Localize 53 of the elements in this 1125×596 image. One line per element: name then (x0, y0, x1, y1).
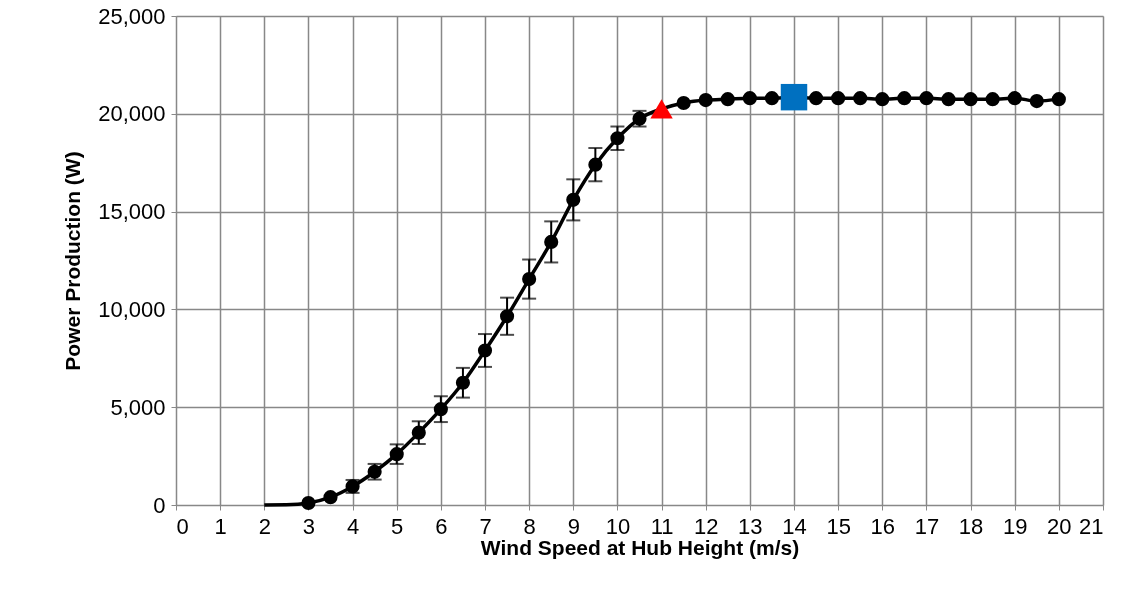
point (301, 495, 316, 511)
x-tick-label: 20 (1047, 513, 1072, 539)
point (610, 131, 625, 146)
point (1051, 92, 1066, 107)
y-tick-label: 10,000 (98, 296, 166, 322)
y-tick-label: 20,000 (98, 101, 166, 127)
point (588, 157, 603, 172)
point (764, 91, 779, 106)
x-tick-label: 19 (1002, 513, 1028, 539)
point (853, 91, 868, 106)
x-tick-label: 17 (914, 513, 940, 539)
point (963, 92, 978, 107)
x-tick-label: 15 (826, 513, 851, 539)
point (698, 93, 713, 108)
point (897, 91, 912, 106)
point (985, 92, 1000, 107)
point (455, 375, 470, 390)
x-tick-label: 4 (346, 513, 360, 539)
point (500, 309, 515, 324)
point (477, 343, 493, 358)
point (389, 447, 404, 462)
y-axis-title: Power Production (W) (61, 151, 85, 371)
y-tick-label: 15,000 (98, 199, 166, 225)
point (433, 402, 448, 417)
point (544, 234, 559, 249)
point (831, 91, 846, 106)
point (875, 92, 890, 107)
y-tick-label: 0 (153, 492, 166, 518)
point (809, 91, 824, 106)
point (522, 272, 537, 287)
x-tick-label: 18 (958, 513, 984, 539)
point (742, 91, 757, 106)
x-tick-label: 21 (1079, 513, 1104, 539)
x-tick-label: 16 (870, 513, 896, 539)
point (1007, 91, 1022, 106)
point (780, 83, 808, 111)
point (941, 92, 956, 107)
point (323, 490, 338, 505)
x-tick-label: 6 (435, 513, 448, 539)
x-tick-label: 2 (258, 513, 271, 539)
x-tick-label: 3 (302, 513, 316, 539)
x-tick-label: 0 (176, 513, 189, 539)
point (919, 91, 934, 106)
x-tick-label: 1 (214, 513, 227, 539)
point (1029, 94, 1044, 109)
y-tick-label: 5,000 (110, 394, 166, 420)
point (411, 425, 426, 440)
point (720, 92, 735, 107)
point (676, 95, 691, 111)
point (650, 99, 673, 119)
point (566, 192, 581, 207)
x-tick-label: 5 (391, 513, 404, 539)
y-tick-label: 25,000 (98, 3, 166, 29)
